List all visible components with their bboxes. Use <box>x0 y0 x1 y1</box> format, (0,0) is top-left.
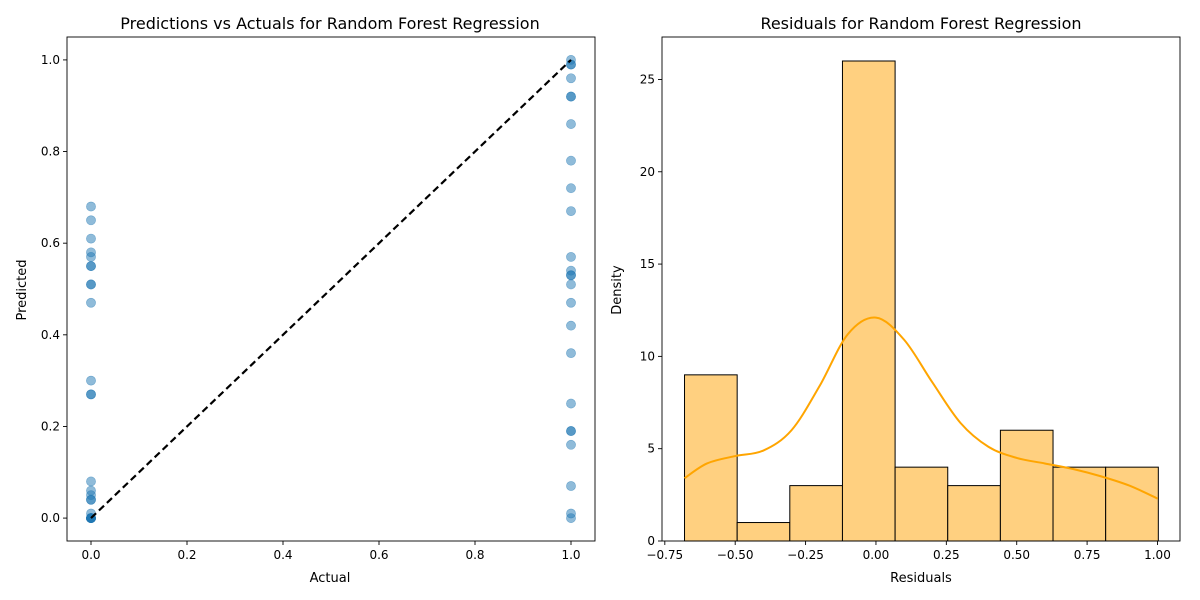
scatter-point <box>566 73 576 84</box>
scatter-point <box>566 252 576 262</box>
scatter-point <box>86 201 96 212</box>
scatter-point <box>566 270 576 281</box>
histogram-bar <box>1105 466 1159 542</box>
scatter-title: Predictions vs Actuals for Random Forest… <box>120 14 539 33</box>
scatter-point <box>566 155 576 166</box>
histogram-bar <box>736 522 791 542</box>
scatter-point <box>566 183 576 194</box>
residuals-ytick-label: 15 <box>640 257 655 271</box>
histogram-bar <box>947 485 1001 542</box>
scatter-point <box>86 261 96 271</box>
residuals-xtick-label: −0.75 <box>646 548 683 562</box>
residuals-ytick-label: 0 <box>647 534 655 548</box>
scatter-point <box>86 494 96 505</box>
scatter-ytick-label: 1.0 <box>41 53 60 67</box>
scatter-point <box>566 91 576 102</box>
residuals-xtick-label: −0.50 <box>717 548 754 562</box>
scatter-point <box>566 426 576 436</box>
scatter-xtick-label: 0.6 <box>369 548 388 562</box>
scatter-point <box>566 513 576 523</box>
scatter-point <box>86 279 96 290</box>
residuals-xtick-label: 0.50 <box>1003 548 1030 562</box>
scatter-xtick-label: 0.2 <box>177 548 196 562</box>
scatter-point <box>86 375 96 386</box>
residuals-xtick-label: 0.00 <box>863 548 890 562</box>
scatter-point <box>566 297 576 308</box>
scatter-ytick-label: 0.2 <box>41 419 60 433</box>
scatter-point <box>566 348 576 359</box>
residuals-ytick-label: 5 <box>647 442 655 456</box>
scatter-xtick-label: 0.4 <box>273 548 292 562</box>
histogram-bar <box>789 485 843 542</box>
scatter-ytick-label: 0.6 <box>41 236 60 250</box>
residuals-axes-frame <box>661 36 1181 542</box>
scatter-ytick-label: 0.4 <box>41 328 60 342</box>
scatter-xtick-label: 0.8 <box>465 548 484 562</box>
scatter-point <box>86 252 96 262</box>
residuals-ytick-label: 20 <box>640 165 655 179</box>
scatter-axes-frame <box>66 36 596 542</box>
residuals-xtick-label: 0.25 <box>933 548 960 562</box>
residuals-ytick-label: 25 <box>640 72 655 86</box>
scatter-point <box>86 476 96 487</box>
scatter-point <box>566 398 576 409</box>
histogram-bar <box>1052 466 1107 542</box>
scatter-point <box>86 233 96 244</box>
scatter-point <box>566 439 576 450</box>
residuals-plot-area: −0.75 −0.50 −0.25 0.00 0.25 0.50 0.75 1.00 0 5 10 1… <box>640 36 1181 562</box>
reference-line <box>90 59 572 519</box>
scatter-ytick-label: 0.0 <box>41 511 60 525</box>
residuals-xtick-label: −0.25 <box>787 548 824 562</box>
kde-curve <box>683 316 1158 500</box>
scatter-xlabel: Actual <box>310 571 351 586</box>
residuals-ytick-label: 10 <box>640 349 655 363</box>
scatter-point <box>566 320 576 331</box>
scatter-point <box>566 206 576 217</box>
histogram-bar <box>894 466 949 542</box>
residuals-title: Residuals for Random Forest Regression <box>760 14 1081 33</box>
scatter-point <box>566 481 576 491</box>
scatter-xtick-label: 0.0 <box>81 548 100 562</box>
scatter-xtick-label: 1.0 <box>561 548 580 562</box>
scatter-point <box>566 279 576 290</box>
scatter-plot-area: 0.0 0.2 0.4 0.6 0.8 1.0 0.0 0.2 0.4 0.6 0.8 1.0 <box>41 36 596 562</box>
scatter-point <box>86 297 96 308</box>
residuals-xlabel: Residuals <box>890 571 952 586</box>
histogram-bar <box>841 60 896 542</box>
scatter-point <box>566 119 576 129</box>
residuals-ylabel: Density <box>610 265 625 315</box>
scatter-point <box>86 389 96 400</box>
scatter-chart: Predictions vs Actuals for Random Forest… <box>15 14 596 586</box>
scatter-ylabel: Predicted <box>15 259 30 320</box>
scatter-point <box>86 215 96 226</box>
scatter-ytick-label: 0.8 <box>41 145 60 159</box>
residuals-xtick-label: 1.00 <box>1144 548 1171 562</box>
residuals-xtick-label: 0.75 <box>1074 548 1101 562</box>
histogram-bar <box>999 429 1054 542</box>
residuals-chart: Residuals for Random Forest Regression −… <box>610 14 1181 586</box>
